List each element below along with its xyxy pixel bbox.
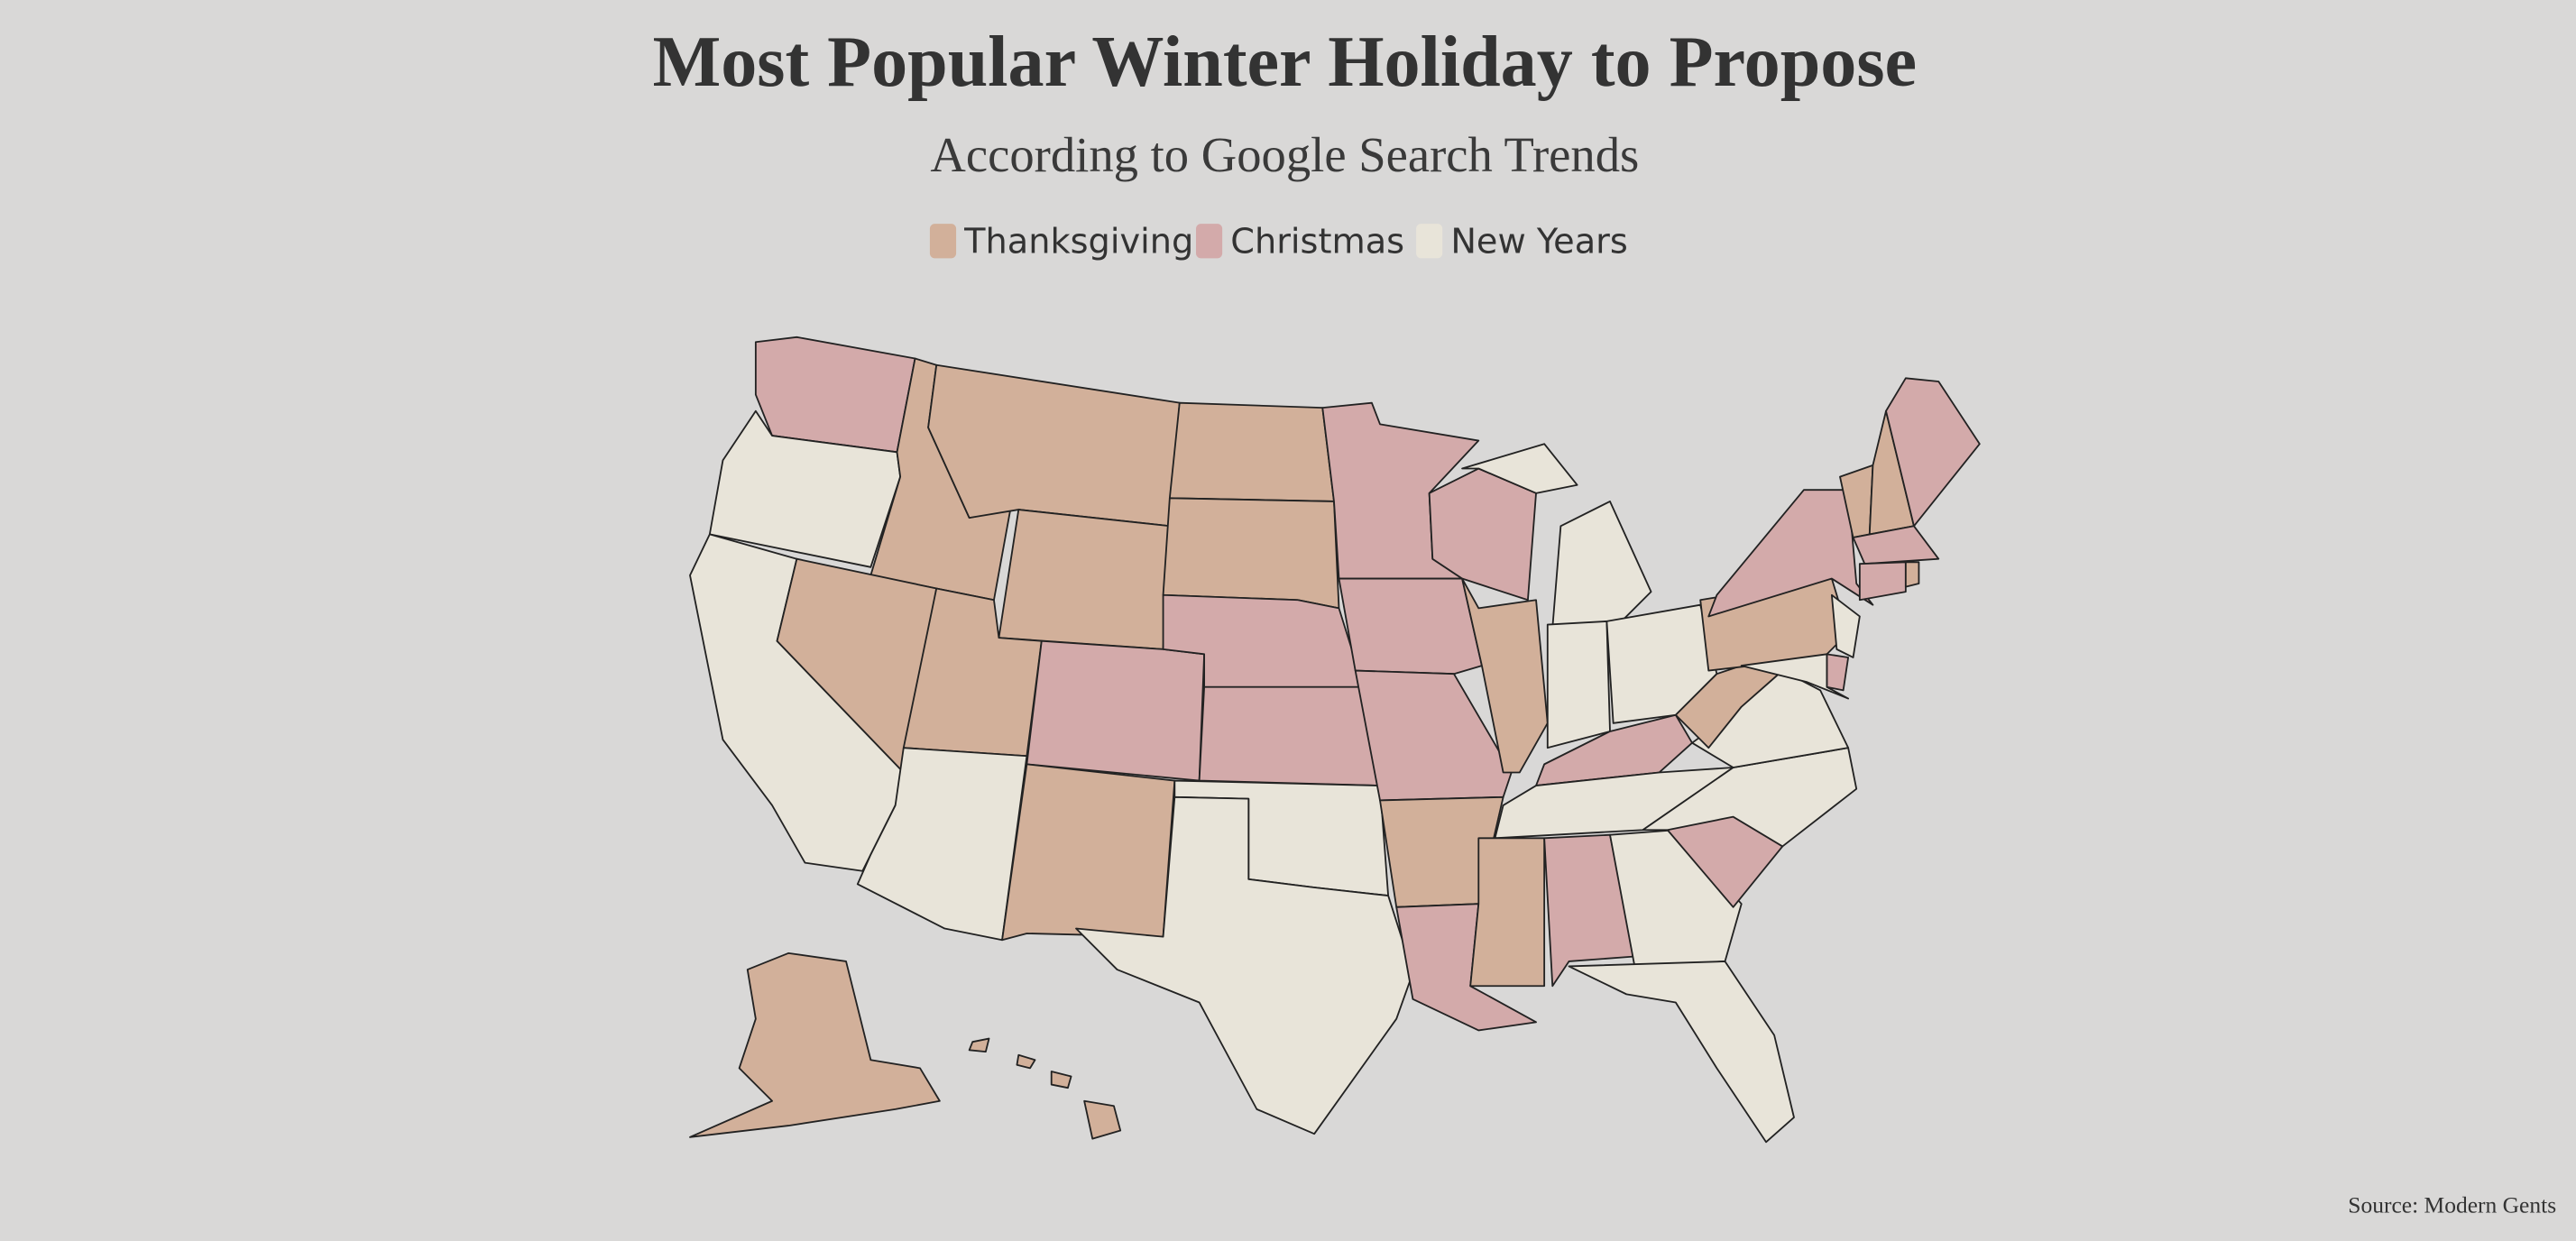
state bbox=[1546, 620, 1611, 749]
state bbox=[1354, 669, 1513, 802]
state bbox=[1016, 1053, 1036, 1070]
legend-swatch bbox=[1416, 224, 1443, 259]
state bbox=[1830, 593, 1861, 658]
legend-swatch bbox=[929, 224, 957, 259]
legend-label: New Years bbox=[1450, 221, 1628, 262]
state bbox=[856, 747, 1028, 942]
us-map bbox=[689, 336, 1981, 1144]
title: Most Popular Winter Holiday to Propose bbox=[653, 23, 1918, 102]
source: Source: Modern Gents bbox=[2348, 1192, 2556, 1218]
legend-label: Christmas bbox=[1230, 221, 1404, 262]
state bbox=[1904, 561, 1920, 588]
state bbox=[1885, 377, 1981, 528]
state bbox=[1469, 837, 1546, 988]
state bbox=[1026, 639, 1206, 782]
state bbox=[1198, 685, 1381, 786]
legend-swatch bbox=[1196, 224, 1223, 259]
state bbox=[1001, 763, 1176, 942]
state bbox=[1162, 497, 1340, 610]
legend-label: Thanksgiving bbox=[963, 221, 1193, 262]
state bbox=[1858, 561, 1907, 602]
state bbox=[1551, 501, 1652, 630]
state bbox=[689, 951, 941, 1138]
state bbox=[1075, 795, 1414, 1135]
subtitle: According to Google Search Trends bbox=[930, 127, 1639, 182]
state bbox=[1461, 577, 1549, 774]
state bbox=[1461, 443, 1578, 494]
state bbox=[1740, 653, 1850, 700]
state bbox=[998, 509, 1171, 650]
state bbox=[1543, 833, 1636, 988]
state bbox=[968, 1037, 990, 1053]
state bbox=[1338, 577, 1483, 676]
state bbox=[1083, 1099, 1122, 1140]
legend: Thanksgiving Christmas New Years bbox=[929, 221, 1628, 262]
state bbox=[1168, 401, 1335, 502]
state bbox=[1852, 525, 1940, 565]
state bbox=[1050, 1071, 1072, 1089]
state bbox=[754, 336, 916, 454]
state bbox=[1568, 961, 1795, 1144]
